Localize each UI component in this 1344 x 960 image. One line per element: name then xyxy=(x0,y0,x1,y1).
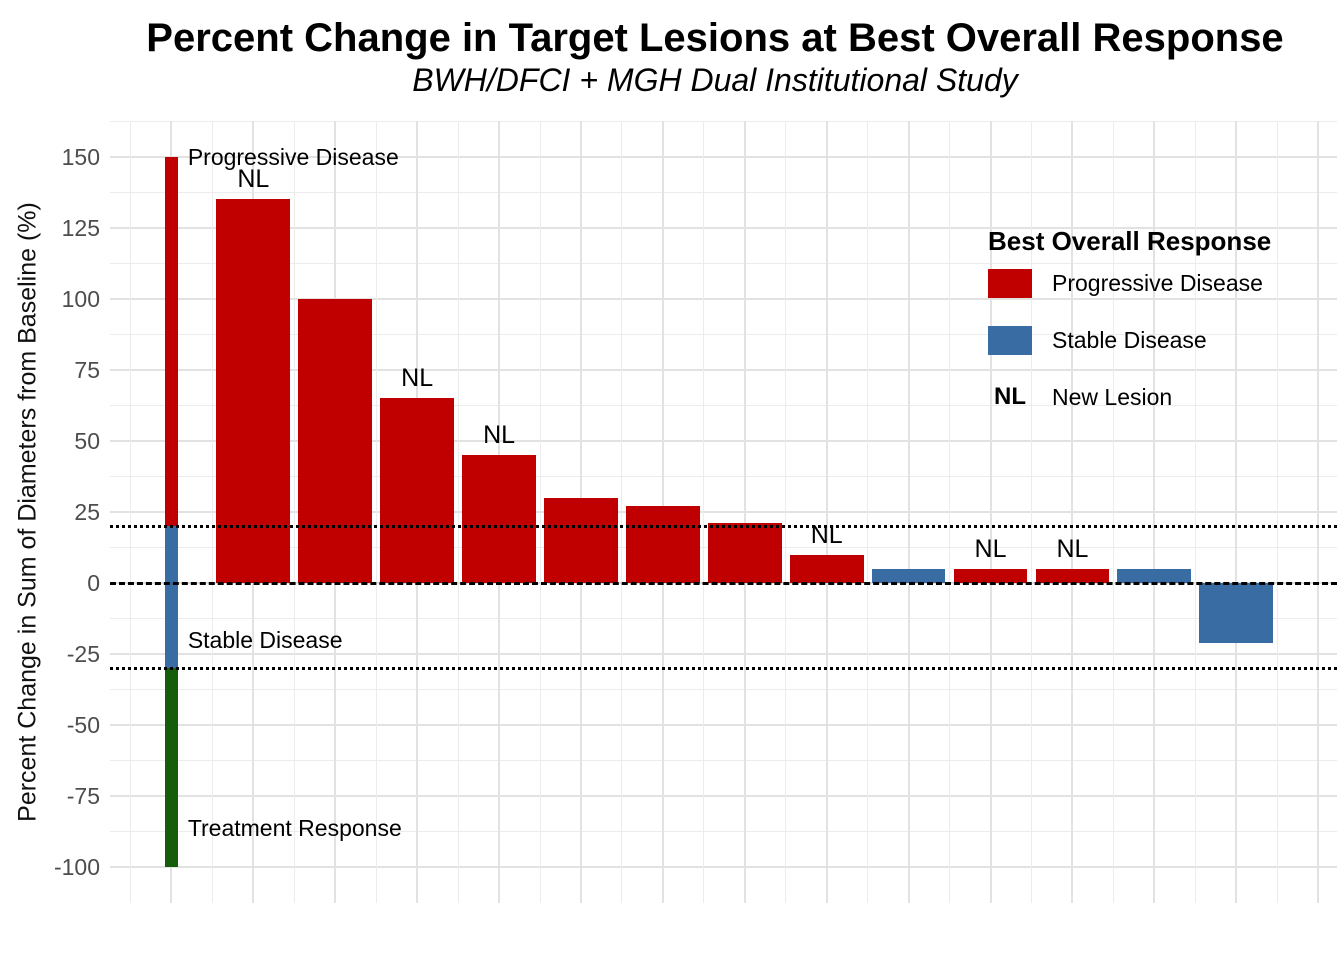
gridline-major-x xyxy=(1317,121,1320,903)
y-tick-label: -50 xyxy=(66,712,100,739)
waterfall-bar-patient-11 xyxy=(1035,568,1110,584)
waterfall-bar-patient-3 xyxy=(380,398,454,584)
gridline-major-y xyxy=(110,439,1337,442)
waterfall-bar-patient-1 xyxy=(216,199,291,584)
gridline-minor-y xyxy=(110,689,1337,691)
gridline-major-x xyxy=(907,121,910,903)
y-tick-label: 25 xyxy=(74,499,100,525)
gridline-major-y xyxy=(110,368,1337,371)
gridline-major-y xyxy=(110,155,1337,158)
reference-line-progressive-disease-threshold xyxy=(110,524,1337,528)
zone-label-progressive-disease: Progressive Disease xyxy=(187,143,399,170)
gridline-minor-y xyxy=(110,831,1337,833)
y-tick-label: -25 xyxy=(66,641,100,668)
gridline-minor-y xyxy=(110,618,1337,620)
waterfall-bar-patient-8 xyxy=(789,554,864,584)
legend-item-label: New Lesion xyxy=(1052,383,1173,410)
gridline-major-y xyxy=(110,226,1337,229)
waterfall-bar-patient-2 xyxy=(298,298,373,584)
gridline-major-y xyxy=(110,724,1337,727)
gridline-minor-x xyxy=(1030,121,1032,903)
gridline-major-x xyxy=(825,121,828,903)
gridline-minor-x xyxy=(457,121,459,903)
waterfall-bar-patient-12 xyxy=(1117,568,1192,584)
gridline-major-x xyxy=(989,121,992,903)
waterfall-bar-patient-5 xyxy=(544,497,618,584)
legend-symbol-nl: NL xyxy=(994,383,1026,410)
gridline-minor-x xyxy=(703,121,705,903)
gridline-minor-y xyxy=(110,902,1337,903)
gridline-minor-y xyxy=(110,121,1337,122)
gridline-major-x xyxy=(1235,121,1238,903)
waterfall-bar-patient-9 xyxy=(871,568,946,584)
waterfall-bar-patient-6 xyxy=(626,506,700,584)
gridline-minor-y xyxy=(110,262,1337,264)
gridline-minor-y xyxy=(110,191,1337,193)
legend-item-stable-disease: Stable Disease xyxy=(988,325,1271,355)
new-lesion-label: NL xyxy=(401,364,434,393)
y-tick-label: 50 xyxy=(74,427,100,454)
y-tick-label: 100 xyxy=(61,285,100,312)
legend: Best Overall Response Progressive Diseas… xyxy=(988,226,1271,439)
zone-bar-segment-treatment-response xyxy=(164,668,178,868)
gridline-major-y xyxy=(110,511,1337,513)
waterfall-bar-patient-13 xyxy=(1199,583,1274,643)
reference-line-response-threshold xyxy=(110,666,1337,670)
new-lesion-label: NL xyxy=(483,421,516,450)
zone-label-treatment-response: Treatment Response xyxy=(187,814,402,841)
zone-label-stable-disease: Stable Disease xyxy=(187,626,343,653)
gridline-minor-x xyxy=(539,121,541,903)
legend-title: Best Overall Response xyxy=(988,226,1272,256)
gridline-major-x xyxy=(1071,121,1074,903)
gridline-minor-x xyxy=(785,121,787,903)
gridline-major-x xyxy=(1153,121,1156,903)
gridline-minor-x xyxy=(293,121,295,903)
gridline-major-y xyxy=(110,866,1337,869)
legend-item-label: Stable Disease xyxy=(1052,326,1207,353)
gridline-major-y xyxy=(110,297,1337,300)
new-lesion-label: NL xyxy=(974,534,1007,563)
y-tick-label: 0 xyxy=(87,570,100,597)
gridline-major-y xyxy=(110,795,1337,798)
legend-item-label: Progressive Disease xyxy=(1052,269,1263,296)
y-tick-label: -75 xyxy=(66,783,100,810)
plot-panel: NL NL NL NL NL NL Progressive Disease Stable Di… xyxy=(110,121,1337,903)
gridline-minor-x xyxy=(949,121,951,903)
gridline-minor-x xyxy=(1194,121,1196,903)
reference-line-baseline xyxy=(110,581,1337,585)
y-tick-label: -100 xyxy=(53,854,100,881)
legend-item-progressive-disease: Progressive Disease xyxy=(988,268,1271,298)
y-tick-label: 75 xyxy=(74,356,100,383)
y-tick-label: 125 xyxy=(61,214,100,241)
legend-swatch-stable-disease xyxy=(988,325,1032,355)
y-tick-label: 150 xyxy=(61,143,100,170)
zone-bar-segment-stable-disease xyxy=(164,526,178,669)
legend-item-new-lesion: NL New Lesion xyxy=(988,382,1271,412)
gridline-minor-y xyxy=(110,475,1337,477)
gridline-major-y xyxy=(110,653,1337,656)
gridline-minor-x xyxy=(1276,121,1278,903)
new-lesion-label: NL xyxy=(810,520,843,549)
chart-title: Percent Change in Target Lesions at Best… xyxy=(146,16,1284,60)
waterfall-bar-patient-7 xyxy=(707,523,782,584)
new-lesion-label: NL xyxy=(1056,534,1089,563)
gridline-minor-y xyxy=(110,760,1337,762)
gridline-minor-x xyxy=(867,121,869,903)
gridline-minor-y xyxy=(110,404,1337,406)
gridline-minor-x xyxy=(621,121,623,903)
waterfall-bar-patient-10 xyxy=(953,568,1028,584)
gridline-minor-x xyxy=(129,121,131,903)
legend-swatch-progressive-disease xyxy=(988,268,1032,298)
gridline-minor-x xyxy=(375,121,377,903)
new-lesion-label: NL xyxy=(237,165,270,194)
gridline-minor-y xyxy=(110,333,1337,335)
chart-subtitle: BWH/DFCI + MGH Dual Institutional Study xyxy=(412,62,1018,98)
gridline-major-x xyxy=(743,121,746,903)
gridline-minor-x xyxy=(211,121,213,903)
waterfall-bar-patient-4 xyxy=(462,455,536,584)
zone-bar-segment-progressive-disease xyxy=(164,156,178,527)
gridline-minor-x xyxy=(1112,121,1114,903)
